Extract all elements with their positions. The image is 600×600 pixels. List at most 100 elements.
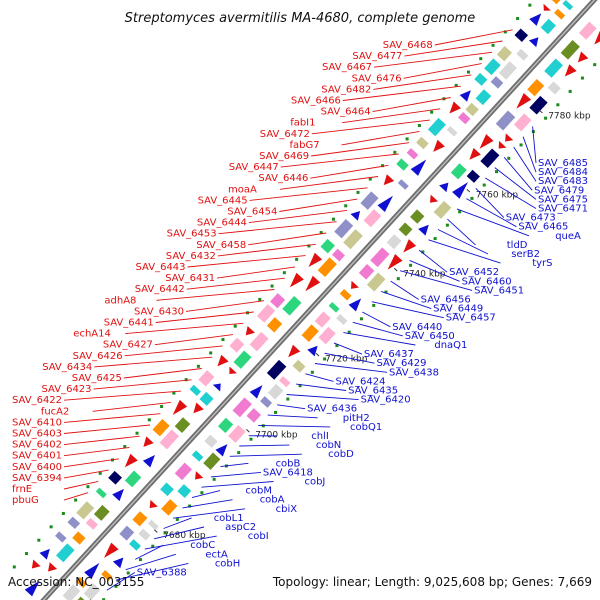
reverse-gene-label[interactable]: SAV_6418 <box>263 467 313 478</box>
forward-gene-label[interactable]: SAV_6423 <box>42 384 92 395</box>
forward-gene-label[interactable]: SAV_6458 <box>196 240 246 251</box>
forward-gene-label[interactable]: echA14 <box>73 329 111 340</box>
reverse-gene-label[interactable]: SAV_6452 <box>449 267 499 278</box>
reverse-gene-label[interactable]: SAV_6449 <box>433 304 483 315</box>
forward-gene-label[interactable]: SAV_6445 <box>198 195 248 206</box>
forward-gene-label[interactable]: SAV_6482 <box>321 84 371 95</box>
forward-gene-label[interactable]: SAV_6394 <box>12 473 62 484</box>
forward-gene-label[interactable]: SAV_6447 <box>229 162 279 173</box>
reverse-gene-label[interactable]: cobC <box>190 540 215 551</box>
reverse-gene-label[interactable]: SAV_6424 <box>335 376 385 387</box>
forward-gene-label[interactable]: SAV_6453 <box>167 229 217 240</box>
forward-gene-label[interactable]: frnE <box>12 484 32 495</box>
forward-gene-label[interactable]: SAV_6477 <box>352 51 402 62</box>
reverse-gene-label[interactable]: cobD <box>328 449 354 460</box>
reverse-gene-label[interactable]: SAV_6420 <box>361 395 411 406</box>
reverse-gene-label[interactable]: SAV_6429 <box>376 358 426 369</box>
forward-gene-label[interactable]: moaA <box>228 184 257 195</box>
forward-gene-label[interactable]: adhA8 <box>104 295 136 306</box>
reverse-gene-label[interactable]: SAV_6465 <box>518 222 568 233</box>
reverse-gene-label[interactable]: SAV_6483 <box>538 176 588 187</box>
forward-gene-label[interactable]: SAV_6444 <box>197 218 247 229</box>
forward-gene-label[interactable]: SAV_6469 <box>259 151 309 162</box>
kbp-tick-label: 7700 kbp <box>255 431 298 441</box>
reverse-gene-label[interactable]: SAV_6388 <box>137 568 187 579</box>
forward-gene-label[interactable]: SAV_6410 <box>12 417 62 428</box>
reverse-gene-label[interactable]: SAV_6435 <box>348 386 398 397</box>
reverse-gene-label[interactable]: dnaQ1 <box>434 340 467 351</box>
reverse-gene-label[interactable]: queA <box>555 231 581 242</box>
kbp-tick-label: 7720 kbp <box>325 355 368 365</box>
forward-gene-label[interactable]: SAV_6432 <box>166 251 216 262</box>
reverse-gene-label[interactable]: cbiX <box>276 504 298 515</box>
reverse-gene-label[interactable]: pitH2 <box>343 413 370 424</box>
reverse-gene-label[interactable]: cobA <box>260 495 285 506</box>
reverse-gene-label[interactable]: SAV_6438 <box>389 367 439 378</box>
forward-gene-label[interactable]: SAV_6441 <box>104 318 154 329</box>
forward-gene-label[interactable]: SAV_6426 <box>73 351 123 362</box>
gene-labels: SAV_6468SAV_6477SAV_6467SAV_6476SAV_6482… <box>12 40 588 579</box>
reverse-gene-label[interactable]: SAV_6485 <box>538 158 588 169</box>
reverse-gene-label[interactable]: cobH <box>215 558 240 569</box>
reverse-gene-label[interactable]: cobM <box>245 486 272 497</box>
forward-gene-label[interactable]: SAV_6422 <box>12 395 62 406</box>
gene-features <box>12 0 600 600</box>
forward-gene-label[interactable]: SAV_6472 <box>260 129 310 140</box>
forward-gene-label[interactable]: SAV_6434 <box>42 362 92 373</box>
forward-gene-label[interactable]: fucA2 <box>41 406 70 417</box>
reverse-gene-label[interactable]: SAV_6484 <box>538 167 588 178</box>
forward-gene-label[interactable]: SAV_6476 <box>352 73 402 84</box>
forward-gene-label[interactable]: fabI1 <box>290 118 315 129</box>
reverse-gene-label[interactable]: SAV_6450 <box>405 331 455 342</box>
forward-gene-label[interactable]: SAV_6425 <box>72 373 122 384</box>
kbp-tick-label: 7780 kbp <box>548 111 591 121</box>
forward-gene-label[interactable]: SAV_6467 <box>322 62 372 73</box>
reverse-gene-label[interactable]: tyrS <box>532 258 552 269</box>
reverse-gene-label[interactable]: cobJ <box>304 477 325 488</box>
forward-gene-label[interactable]: SAV_6431 <box>165 273 215 284</box>
accession-text: Accession: NC_003155 <box>8 575 144 589</box>
forward-gene-label[interactable]: SAV_6401 <box>12 451 62 462</box>
reverse-gene-label[interactable]: cobQ1 <box>350 422 382 433</box>
reverse-gene-label[interactable]: SAV_6440 <box>392 322 442 333</box>
reverse-gene-label[interactable]: SAV_6471 <box>538 204 588 215</box>
reverse-gene-label[interactable]: SAV_6460 <box>462 276 512 287</box>
genome-axis-highlight <box>42 0 596 600</box>
forward-gene-label[interactable]: SAV_6466 <box>291 96 341 107</box>
forward-gene-label[interactable]: SAV_6454 <box>227 207 277 218</box>
forward-gene-label[interactable]: SAV_6442 <box>135 284 185 295</box>
forward-gene-label[interactable]: SAV_6402 <box>12 440 62 451</box>
reverse-gene-label[interactable]: SAV_6437 <box>364 349 414 360</box>
reverse-gene-label[interactable]: serB2 <box>511 249 540 260</box>
forward-gene-label[interactable]: SAV_6403 <box>12 429 62 440</box>
forward-gene-label[interactable]: SAV_6427 <box>103 340 153 351</box>
reverse-gene-label[interactable]: cobI <box>248 531 269 542</box>
kbp-tick-label: 7760 kbp <box>476 190 519 200</box>
forward-gene-label[interactable]: SAV_6400 <box>12 462 62 473</box>
reverse-gene-label[interactable]: SAV_6451 <box>474 285 524 296</box>
forward-gene-label[interactable]: SAV_6446 <box>258 173 308 184</box>
forward-gene-label[interactable]: SAV_6443 <box>136 262 186 273</box>
reverse-gene-label[interactable]: SAV_6457 <box>446 313 496 324</box>
kbp-tick-label: 7740 kbp <box>403 269 446 279</box>
genome-summary-text: Topology: linear; Length: 9,025,608 bp; … <box>272 575 592 589</box>
reverse-gene-label[interactable]: cobB <box>276 458 301 469</box>
reverse-gene-label[interactable]: SAV_6475 <box>538 194 588 205</box>
forward-gene-label[interactable]: fabG7 <box>290 140 320 151</box>
reverse-gene-label[interactable]: ectA <box>205 549 228 560</box>
label-leader-lines <box>63 29 537 591</box>
reverse-gene-label[interactable]: SAV_6473 <box>506 213 556 224</box>
reverse-gene-label[interactable]: SAV_6479 <box>534 185 584 196</box>
forward-gene-label[interactable]: SAV_6464 <box>321 107 371 118</box>
forward-gene-label[interactable]: SAV_6430 <box>134 306 184 317</box>
forward-gene-label[interactable]: SAV_6468 <box>383 40 433 51</box>
reverse-gene-label[interactable]: SAV_6456 <box>421 295 471 306</box>
reverse-gene-label[interactable]: cobN <box>316 440 341 451</box>
map-title: Streptomyces avermitilis MA-4680, comple… <box>125 11 476 26</box>
reverse-gene-label[interactable]: tldD <box>507 240 528 251</box>
forward-gene-label[interactable]: pbuG <box>12 495 39 506</box>
reverse-gene-label[interactable]: aspC2 <box>225 522 256 533</box>
reverse-gene-label[interactable]: chlI <box>311 431 329 442</box>
reverse-gene-label[interactable]: cobL1 <box>214 513 244 524</box>
reverse-gene-label[interactable]: SAV_6436 <box>307 404 357 415</box>
